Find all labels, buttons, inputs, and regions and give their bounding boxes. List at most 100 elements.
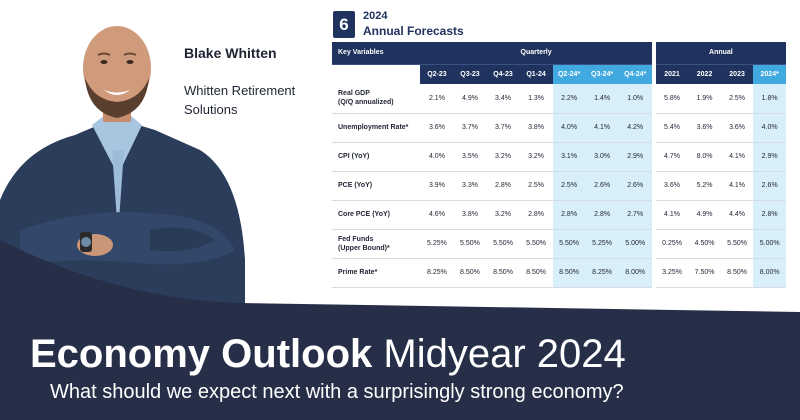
quarterly-value-cell: 2.8%	[519, 200, 553, 230]
quarterly-value-cell: 1.3%	[519, 84, 553, 114]
quarterly-value-cell: 3.1%	[552, 142, 586, 172]
row-label: Real GDP (Q/Q annualized)	[332, 84, 421, 114]
quarterly-value-cell: 8.00%	[618, 258, 652, 288]
quarterly-value-cell: 8.50%	[552, 258, 586, 288]
blank-header-cell	[332, 63, 421, 84]
annual-value-cell: 2.6%	[753, 171, 786, 201]
main-title: Economy Outlook Midyear 2024	[30, 332, 626, 377]
annual-value-cell: 8.50%	[720, 258, 754, 288]
quarterly-value-cell: 1.0%	[618, 84, 652, 114]
annual-value-cell: 3.6%	[655, 171, 689, 201]
annual-value-cell: 2.5%	[720, 84, 754, 114]
row-label: Core PCE (YoY)	[332, 200, 421, 230]
row-label: Fed Funds (Upper Bound)*	[332, 229, 421, 259]
forecast-year: 2024	[363, 10, 388, 22]
presenter-name: Blake Whitten	[184, 45, 277, 61]
annual-value-cell: 4.9%	[688, 200, 721, 230]
quarter-column-header: Q3-23	[453, 63, 487, 84]
row-label: Unemployment Rate*	[332, 113, 421, 143]
quarterly-value-cell: 8.50%	[486, 258, 520, 288]
annual-value-cell: 0.25%	[655, 229, 689, 259]
column-gap	[651, 84, 656, 113]
annual-value-cell: 5.8%	[655, 84, 689, 114]
table-row: Real GDP (Q/Q annualized) 2.1% 4.9% 3.4% 1.3%…	[332, 84, 786, 114]
quarterly-value-cell: 3.9%	[420, 171, 454, 201]
quarter-column-header: Q4-23	[486, 63, 520, 84]
quarterly-value-cell: 5.50%	[552, 229, 586, 259]
quarterly-value-cell: 3.2%	[486, 142, 520, 172]
row-label-line: Prime Rate*	[338, 269, 378, 276]
annual-value-cell: 2.9%	[753, 142, 786, 172]
presenter-company: Whitten Retirement Solutions	[184, 83, 296, 117]
quarterly-value-cell: 4.0%	[552, 113, 586, 143]
annual-column-header: 2021	[655, 63, 689, 84]
quarterly-value-cell: 4.0%	[420, 142, 454, 172]
annual-value-cell: 8.00%	[753, 258, 786, 288]
quarterly-value-cell: 8.25%	[420, 258, 454, 288]
column-gap	[651, 171, 656, 200]
row-label-line: Real GDP	[338, 90, 370, 98]
annual-column-header: 2022	[688, 63, 721, 84]
row-label-line: Unemployment Rate*	[338, 124, 409, 131]
annual-value-cell: 4.50%	[688, 229, 721, 259]
row-label-line: Fed Funds	[338, 235, 374, 243]
annual-value-cell: 5.00%	[753, 229, 786, 259]
row-label: PCE (YoY)	[332, 171, 421, 201]
quarterly-value-cell: 3.8%	[453, 200, 487, 230]
row-label: Prime Rate*	[332, 258, 421, 288]
column-header-row: Q2-23 Q3-23 Q4-23 Q1-24 Q2-24* Q3-24* Q4-24* 20…	[332, 63, 786, 84]
annual-value-cell: 1.8%	[753, 84, 786, 114]
annual-group-header: Annual	[655, 42, 786, 64]
table-row: Unemployment Rate* 3.6% 3.7% 3.7% 3.8% 4.0% 4.…	[332, 113, 786, 143]
quarterly-value-cell: 1.4%	[585, 84, 619, 114]
quarterly-value-cell: 5.25%	[420, 229, 454, 259]
annual-value-cell: 1.9%	[688, 84, 721, 114]
quarterly-value-cell: 3.4%	[486, 84, 520, 114]
quarterly-group-header: Quarterly	[420, 42, 652, 64]
quarterly-value-cell: 3.2%	[486, 200, 520, 230]
quarterly-value-cell: 2.1%	[420, 84, 454, 114]
quarterly-value-cell: 2.8%	[552, 200, 586, 230]
quarterly-value-cell: 3.5%	[453, 142, 487, 172]
table-row: Prime Rate* 8.25% 8.50% 8.50% 8.50% 8.50% 8.25…	[332, 258, 786, 288]
annual-value-cell: 5.50%	[720, 229, 754, 259]
annual-value-cell: 3.6%	[720, 113, 754, 143]
quarter-column-header: Q4-24*	[618, 63, 652, 84]
annual-value-cell: 5.4%	[655, 113, 689, 143]
row-label-line: PCE (YoY)	[338, 182, 373, 189]
quarterly-value-cell: 2.8%	[585, 200, 619, 230]
table-row: PCE (YoY) 3.9% 3.3% 2.8% 2.5% 2.5% 2.6% 2.6% 3.6…	[332, 171, 786, 201]
annual-value-cell: 5.2%	[688, 171, 721, 201]
row-label-line: Core PCE (YoY)	[338, 211, 390, 218]
key-variables-header: Key Variables	[332, 42, 421, 64]
column-gap	[651, 229, 656, 258]
quarter-column-header: Q2-24*	[552, 63, 586, 84]
quarterly-value-cell: 4.6%	[420, 200, 454, 230]
row-label: CPI (YoY)	[332, 142, 421, 172]
quarterly-value-cell: 3.7%	[453, 113, 487, 143]
quarterly-value-cell: 8.50%	[519, 258, 553, 288]
quarterly-value-cell: 2.7%	[618, 200, 652, 230]
forecast-title: Annual Forecasts	[363, 24, 464, 38]
quarterly-value-cell: 5.50%	[519, 229, 553, 259]
column-gap	[651, 64, 656, 84]
quarter-column-header: Q1-24	[519, 63, 553, 84]
annual-value-cell: 4.4%	[720, 200, 754, 230]
annual-column-header: 2024*	[753, 63, 786, 84]
annual-value-cell: 3.6%	[688, 113, 721, 143]
forecast-table-container: Key Variables Quarterly Annual Q2-23 Q3-2…	[332, 42, 786, 288]
table-row: Fed Funds (Upper Bound)* 5.25% 5.50% 5.50% 5.…	[332, 229, 786, 259]
row-label-line: (Upper Bound)*	[338, 244, 390, 252]
quarterly-value-cell: 3.7%	[486, 113, 520, 143]
annual-value-cell: 4.7%	[655, 142, 689, 172]
row-label-line: CPI (YoY)	[338, 153, 370, 160]
quarter-column-header: Q2-23	[420, 63, 454, 84]
quarterly-value-cell: 5.50%	[453, 229, 487, 259]
column-gap	[651, 200, 656, 229]
row-label-line: (Q/Q annualized)	[338, 99, 394, 107]
quarterly-value-cell: 4.2%	[618, 113, 652, 143]
quarterly-value-cell: 2.9%	[618, 142, 652, 172]
quarterly-value-cell: 3.0%	[585, 142, 619, 172]
forecast-table-body: Real GDP (Q/Q annualized) 2.1% 4.9% 3.4% 1.3%…	[332, 84, 786, 288]
